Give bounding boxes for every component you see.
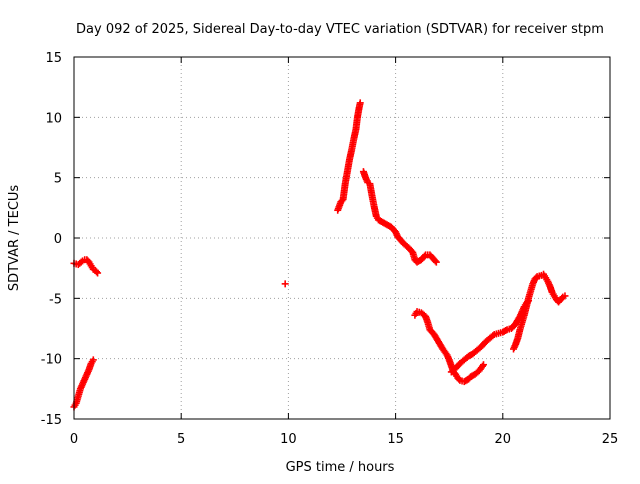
x-tick-label: 5 xyxy=(177,432,185,447)
data-point-trail xyxy=(520,313,528,321)
x-tick-label: 25 xyxy=(602,432,619,447)
x-tick-label: 20 xyxy=(495,432,512,447)
y-tick-label: 15 xyxy=(45,51,62,66)
data-point-trail xyxy=(74,394,82,402)
data-point-trail xyxy=(76,259,84,267)
data-point-trail xyxy=(412,309,420,317)
data-point-trail xyxy=(82,372,90,380)
data-point-trail xyxy=(528,282,536,290)
data-point-trail xyxy=(372,211,380,219)
data-point-trail xyxy=(376,217,384,225)
data-point-trail xyxy=(80,377,88,385)
data-point-trail xyxy=(363,177,371,185)
data-point-trail xyxy=(389,226,397,234)
data-point-trail xyxy=(71,401,79,409)
data-point-trail xyxy=(472,369,480,377)
data-point xyxy=(432,258,440,266)
y-tick-label: -10 xyxy=(41,353,62,368)
data-point-trail xyxy=(502,327,510,335)
y-tick-label: -5 xyxy=(49,292,62,307)
data-point-trail xyxy=(449,367,457,375)
data-point xyxy=(281,280,289,288)
x-axis-title: GPS time / hours xyxy=(286,460,395,475)
x-tick-label: 15 xyxy=(387,432,404,447)
data-point-trail xyxy=(522,304,530,312)
data-point-trail xyxy=(487,333,495,341)
data-point-trail xyxy=(437,342,445,350)
data-point-trail xyxy=(441,348,449,356)
data-point-trail xyxy=(415,308,423,316)
y-tick-label: -15 xyxy=(41,413,62,428)
data-point-trail xyxy=(489,332,497,340)
data-point-trail xyxy=(380,219,388,227)
data-series xyxy=(70,99,569,411)
data-point-trail xyxy=(423,317,431,325)
y-tick-label: 5 xyxy=(54,172,62,187)
data-point-trail xyxy=(470,349,478,357)
y-tick-label: 10 xyxy=(45,111,62,126)
data-point-trail xyxy=(407,246,415,254)
data-point-trail xyxy=(500,327,508,335)
data-point-trail xyxy=(513,336,521,344)
data-point-trail xyxy=(477,364,485,372)
y-tick-label: 0 xyxy=(54,232,62,247)
data-point-trail xyxy=(462,377,470,385)
data-point-trail xyxy=(93,268,101,276)
data-point-trail xyxy=(431,257,439,265)
x-tick-label: 0 xyxy=(70,432,78,447)
data-point-trail xyxy=(468,372,476,380)
x-tick-label: 10 xyxy=(280,432,297,447)
data-point-trail xyxy=(86,260,94,268)
data-point-trail xyxy=(398,238,406,246)
data-point-trail xyxy=(421,252,429,260)
data-point-trail xyxy=(466,351,474,359)
data-point-trail xyxy=(428,253,436,261)
data-point-trail xyxy=(384,222,392,230)
chart-title: Day 092 of 2025, Sidereal Day-to-day VTE… xyxy=(76,22,604,37)
data-point-trail xyxy=(419,310,427,318)
data-point-trail xyxy=(558,294,566,302)
data-point-trail xyxy=(88,358,96,366)
axes: 0 5 10 15 20 25 -15 -10 -5 0 5 10 15 xyxy=(41,51,619,447)
data-point-trail xyxy=(419,253,427,261)
data-point-trail xyxy=(356,100,364,108)
data-point-trail xyxy=(454,362,462,370)
data-point-trail xyxy=(433,335,441,343)
data-point-trail xyxy=(462,355,470,363)
data-point-trail xyxy=(483,337,491,345)
data-point-trail xyxy=(497,329,505,337)
data-point-trail xyxy=(424,251,432,259)
data-point-trail xyxy=(478,362,486,370)
data-point-trail xyxy=(480,340,488,348)
data-point-trail xyxy=(492,330,500,338)
data-point-trail xyxy=(77,258,85,266)
data-point xyxy=(94,269,102,277)
data-point-trail xyxy=(549,290,557,298)
data-point-trail xyxy=(414,257,422,265)
data-point-trail xyxy=(457,358,465,366)
data-point-trail xyxy=(76,387,84,395)
data-point-trail xyxy=(428,328,436,336)
y-axis-title: SDTVAR / TECUs xyxy=(7,185,22,292)
data-point-trail xyxy=(402,241,410,249)
data-point-trail xyxy=(518,320,526,328)
data-point-trail xyxy=(516,327,524,335)
data-point-trail xyxy=(526,289,534,297)
data-point-trail xyxy=(510,322,518,330)
data-point-trail xyxy=(78,382,86,390)
data-point-trail xyxy=(541,272,549,280)
data-point-trail xyxy=(524,296,532,304)
data-point-trail xyxy=(475,345,483,353)
data-point-trail xyxy=(88,264,96,272)
